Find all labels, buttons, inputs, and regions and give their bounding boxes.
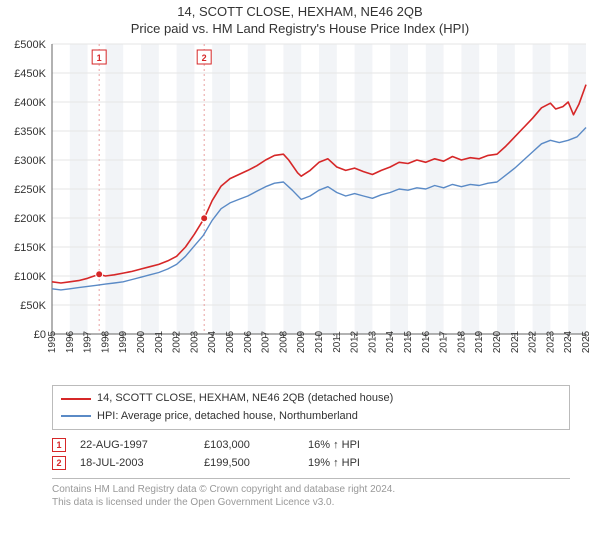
svg-text:1995: 1995 (47, 330, 58, 353)
svg-text:2004: 2004 (207, 330, 218, 353)
sale-delta: 16% ↑ HPI (308, 439, 398, 451)
svg-text:£250K: £250K (14, 184, 46, 196)
svg-text:£200K: £200K (14, 213, 46, 225)
svg-text:2013: 2013 (367, 330, 378, 353)
svg-text:2023: 2023 (545, 330, 556, 353)
sale-marker-icon: 1 (52, 438, 66, 452)
svg-text:£400K: £400K (14, 97, 46, 109)
svg-text:2007: 2007 (261, 330, 272, 353)
svg-text:1: 1 (97, 53, 102, 63)
footer-line: This data is licensed under the Open Gov… (52, 496, 570, 509)
svg-text:£150K: £150K (14, 242, 46, 254)
svg-text:2016: 2016 (421, 330, 432, 353)
svg-text:2011: 2011 (332, 331, 343, 353)
svg-text:2024: 2024 (563, 330, 574, 353)
svg-text:2010: 2010 (314, 330, 325, 353)
sale-price: £199,500 (204, 457, 294, 469)
sale-price: £103,000 (204, 439, 294, 451)
svg-text:2001: 2001 (154, 330, 165, 353)
svg-text:£0: £0 (34, 329, 46, 341)
footer-line: Contains HM Land Registry data © Crown c… (52, 483, 570, 496)
svg-text:£100K: £100K (14, 271, 46, 283)
chart-title: 14, SCOTT CLOSE, HEXHAM, NE46 2QB (0, 4, 600, 19)
svg-text:£300K: £300K (14, 155, 46, 167)
sales-row: 2 18-JUL-2003 £199,500 19% ↑ HPI (52, 454, 570, 472)
sale-marker-icon: 2 (52, 456, 66, 470)
chart-titles: 14, SCOTT CLOSE, HEXHAM, NE46 2QB Price … (0, 0, 600, 38)
svg-text:£500K: £500K (14, 39, 46, 51)
sale-date: 18-JUL-2003 (80, 457, 190, 469)
svg-text:1996: 1996 (65, 330, 76, 353)
svg-text:2003: 2003 (189, 330, 200, 353)
svg-text:2021: 2021 (510, 330, 521, 353)
svg-text:2002: 2002 (172, 330, 183, 353)
legend-label: 14, SCOTT CLOSE, HEXHAM, NE46 2QB (detac… (97, 390, 393, 408)
legend: 14, SCOTT CLOSE, HEXHAM, NE46 2QB (detac… (52, 385, 570, 430)
sales-row: 1 22-AUG-1997 £103,000 16% ↑ HPI (52, 436, 570, 454)
svg-text:2017: 2017 (439, 330, 450, 353)
svg-text:2000: 2000 (136, 330, 147, 353)
sale-date: 22-AUG-1997 (80, 439, 190, 451)
svg-text:2009: 2009 (296, 330, 307, 353)
svg-text:2008: 2008 (278, 330, 289, 353)
svg-text:1997: 1997 (83, 330, 94, 353)
svg-text:2022: 2022 (528, 330, 539, 353)
svg-text:2025: 2025 (581, 330, 592, 353)
legend-swatch (61, 398, 91, 400)
legend-swatch (61, 415, 91, 417)
legend-label: HPI: Average price, detached house, Nort… (97, 408, 358, 426)
legend-item: HPI: Average price, detached house, Nort… (61, 408, 561, 426)
svg-text:1998: 1998 (100, 330, 111, 353)
svg-text:2006: 2006 (243, 330, 254, 353)
svg-text:£450K: £450K (14, 68, 46, 80)
sales-table: 1 22-AUG-1997 £103,000 16% ↑ HPI 2 18-JU… (52, 436, 570, 472)
svg-text:£50K: £50K (20, 300, 46, 312)
svg-text:2019: 2019 (474, 330, 485, 353)
chart-subtitle: Price paid vs. HM Land Registry's House … (0, 21, 600, 36)
line-chart: £0 £50K £100K £150K £200K £250K £300K £350K £400… (0, 38, 600, 378)
svg-text:2014: 2014 (385, 330, 396, 353)
footer-note: Contains HM Land Registry data © Crown c… (52, 478, 570, 509)
svg-text:2020: 2020 (492, 330, 503, 353)
svg-text:2018: 2018 (456, 330, 467, 353)
svg-text:2005: 2005 (225, 330, 236, 353)
svg-text:2: 2 (202, 53, 207, 63)
chart-area: £0 £50K £100K £150K £200K £250K £300K £350K £400… (0, 38, 600, 381)
legend-item: 14, SCOTT CLOSE, HEXHAM, NE46 2QB (detac… (61, 390, 561, 408)
svg-text:2015: 2015 (403, 330, 414, 353)
svg-text:2012: 2012 (350, 330, 361, 353)
sale-delta: 19% ↑ HPI (308, 457, 398, 469)
svg-text:£350K: £350K (14, 126, 46, 138)
svg-text:1999: 1999 (118, 330, 129, 353)
